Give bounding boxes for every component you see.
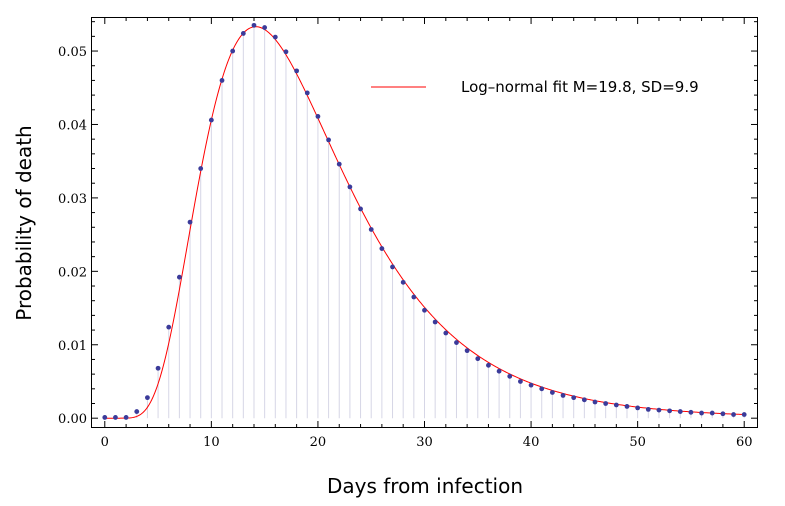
data-point [464,348,470,354]
x-tick-label: 40 [523,435,540,450]
data-point [326,137,331,143]
data-point [123,415,129,420]
data-point [272,34,278,40]
data-point [208,117,214,123]
y-tick-label: 0.01 [58,339,87,354]
data-point [240,31,246,36]
data-point [667,408,673,414]
data-point [422,307,427,313]
data-point [358,206,363,212]
data-point [709,410,715,416]
y-tick-label: 0.04 [58,118,87,133]
data-point [368,227,374,232]
data-point [507,373,513,379]
plot-frame [91,17,758,428]
data-point [699,410,704,416]
data-point [187,219,193,225]
data-point [528,382,534,388]
x-axis-title: Days from infection [327,474,523,498]
data-point [454,340,459,345]
data-point [304,90,310,96]
data-point [166,324,172,330]
data-point [731,412,736,417]
data-point [720,411,726,417]
legend-label: Log–normal fit M=19.8, SD=9.9 [461,78,699,96]
data-point [113,415,118,420]
data-point [560,393,566,398]
data-point [496,368,502,374]
x-tick-label: 0 [101,435,109,450]
y-tick-label: 0.02 [58,265,87,280]
data-point [145,395,150,401]
data-point [134,409,140,414]
data-point [432,319,438,325]
data-point [443,330,449,336]
x-tick-label: 50 [629,435,646,450]
data-point [518,379,523,384]
data-point [581,397,587,403]
y-tick-labels: 0.00 0.01 0.02 0.03 0.04 0.05 [58,45,87,427]
data-point [315,113,321,119]
data-point [549,390,555,395]
data-point [283,49,289,55]
y-axis-title: Probability of death [12,125,36,321]
axis-ticks [92,18,757,427]
x-tick-label: 30 [416,435,433,450]
data-point [411,294,417,300]
drop-lines [104,25,745,419]
data-point [688,409,694,415]
data-point [102,415,108,420]
y-tick-label: 0.00 [58,412,87,427]
data-point [677,409,683,414]
data-point [571,395,577,401]
data-point [539,386,545,392]
data-points [102,22,747,420]
data-point [603,401,609,406]
data-point [379,246,385,251]
data-point [219,78,225,83]
y-tick-label: 0.05 [58,45,87,60]
x-tick-label: 10 [203,435,220,450]
data-point [198,166,204,171]
data-point [741,412,747,417]
data-point [347,184,353,190]
data-point [262,25,268,30]
data-point [624,404,630,409]
data-point [613,402,619,408]
data-point [230,48,236,54]
data-point [251,22,257,28]
legend: Log–normal fit M=19.8, SD=9.9 [371,78,699,96]
data-point [336,161,342,167]
data-point [475,356,481,362]
x-tick-labels: 0 10 20 30 40 50 60 [101,435,753,450]
data-point [645,406,651,412]
data-point [400,279,406,285]
data-point [656,407,662,413]
x-tick-label: 20 [310,435,327,450]
data-point [592,399,598,405]
data-point [176,274,182,280]
data-point [155,365,161,371]
data-point [294,68,300,74]
data-point [486,362,491,368]
data-point [390,264,395,270]
y-tick-label: 0.03 [58,192,87,207]
x-tick-label: 60 [736,435,753,450]
data-point [635,405,641,411]
